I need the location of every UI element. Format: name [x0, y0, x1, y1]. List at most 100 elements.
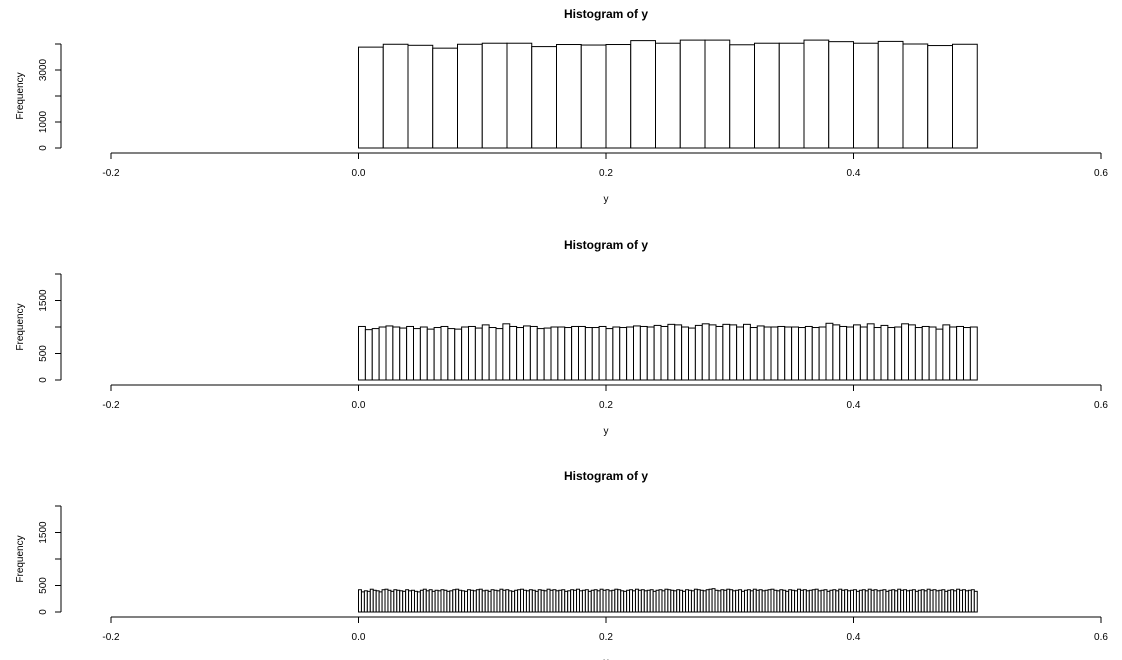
histogram-bar [481, 42, 508, 149]
histogram-bar [580, 44, 607, 149]
x-tick-label: -0.2 [102, 168, 120, 179]
histogram-bar [798, 327, 806, 381]
x-tick-label: 0.2 [599, 632, 613, 643]
histogram-bar [468, 325, 476, 381]
histogram-bar [949, 326, 958, 381]
histogram-bar [392, 326, 401, 381]
x-tick-label: 0.4 [847, 632, 861, 643]
histogram-bar [385, 325, 394, 381]
histogram-bar [516, 327, 524, 381]
histogram-bar [908, 324, 916, 381]
x-tick-label: 0.4 [847, 400, 861, 411]
histogram-bar [426, 328, 435, 381]
histogram-bar [902, 43, 929, 149]
histogram-bar [660, 325, 669, 381]
histogram-panel-2: Histogram of y 0 500 1500 Frequency -0.2 0.0 0.… [15, 238, 1108, 437]
histogram-bar [531, 46, 557, 149]
histogram-bar [784, 326, 793, 381]
histogram-bar [523, 325, 531, 381]
x-tick-label: 0.6 [1094, 632, 1108, 643]
histogram-bar [715, 325, 724, 381]
histogram-bar [729, 44, 755, 149]
histogram-bar [832, 324, 841, 381]
y-tick-label: 0 [38, 145, 49, 151]
x-axis-label: y [604, 194, 609, 205]
x-tick-label: 0.6 [1094, 168, 1108, 179]
histogram-bar [736, 326, 744, 381]
histogram-bar [803, 39, 830, 149]
histogram-bar [853, 324, 861, 381]
histogram-bar [578, 325, 586, 381]
histogram-bar [743, 323, 751, 381]
histogram-bar [447, 328, 456, 381]
histogram-bar [839, 325, 848, 381]
histogram-bar [877, 40, 904, 149]
histogram-bar [639, 325, 648, 381]
histogram-bar [846, 326, 854, 381]
histogram-bar [942, 324, 951, 381]
histogram-panel-3: Histogram of y 0 500 1500 Frequency -0.2 0.0 0.… [15, 469, 1108, 660]
x-tick-label: -0.2 [102, 632, 120, 643]
histogram-bar [778, 42, 805, 149]
histogram-bar [612, 326, 621, 381]
histogram-bar [481, 324, 490, 381]
histogram-bar [646, 326, 655, 381]
histogram-bar [873, 327, 882, 381]
histogram-bar [407, 44, 434, 149]
x-tick-label: 0.0 [352, 632, 366, 643]
y-tick-label: 1500 [38, 521, 49, 544]
y-tick-label: 1500 [38, 289, 49, 312]
histogram-bar [584, 327, 593, 381]
histogram-bar [688, 327, 696, 381]
histogram-bar [506, 42, 533, 149]
histogram-bar [502, 323, 511, 381]
histogram-bar [591, 327, 600, 381]
histogram-bar [866, 323, 875, 381]
histogram-bar [371, 328, 380, 381]
histogram-bar [358, 46, 384, 149]
histogram-bar [704, 39, 731, 149]
histogram-bar [804, 325, 813, 381]
histogram-bar [963, 327, 971, 381]
histogram-bar [729, 324, 738, 381]
chart-title: Histogram of y [564, 469, 648, 483]
histogram-bar [667, 323, 676, 381]
histogram-bar [454, 328, 463, 381]
histogram-bar [364, 329, 373, 381]
x-tick-label: 0.6 [1094, 400, 1108, 411]
histogram-bar [701, 323, 710, 381]
histogram-bar [825, 322, 834, 381]
histogram-bar [770, 326, 779, 381]
x-tick-label: 0.0 [352, 400, 366, 411]
histogram-bar [543, 327, 552, 381]
histogram-bar [887, 327, 896, 381]
histogram-bar [811, 327, 820, 381]
histogram-bar [556, 44, 582, 149]
histogram-bar [722, 323, 731, 381]
histogram-bar [419, 326, 428, 381]
histogram-bar [952, 43, 978, 149]
histogram-bar [708, 324, 717, 381]
histogram-bar [633, 325, 641, 381]
histogram-bar [928, 326, 937, 381]
histogram-bar [969, 326, 978, 381]
histogram-bar [557, 326, 566, 381]
histogram-bar [406, 325, 414, 381]
histogram-bar [399, 327, 408, 381]
histogram-bar [791, 326, 799, 381]
histogram-bar [653, 324, 662, 381]
histogram-bar [956, 325, 964, 381]
histogram-bar [605, 44, 632, 149]
histogram-bar [382, 43, 409, 149]
chart-title: Histogram of y [564, 238, 648, 252]
histogram-bar [921, 325, 930, 381]
x-tick-label: 0.2 [599, 400, 613, 411]
histogram-bar [358, 325, 366, 381]
histogram-bar [880, 324, 889, 381]
histogram-bar [433, 327, 442, 381]
y-tick-label: 0 [38, 609, 49, 615]
y-tick-label: 500 [38, 577, 49, 594]
histogram-bar [619, 327, 628, 381]
y-tick-label: 500 [38, 345, 49, 362]
histogram-bar [694, 324, 703, 381]
